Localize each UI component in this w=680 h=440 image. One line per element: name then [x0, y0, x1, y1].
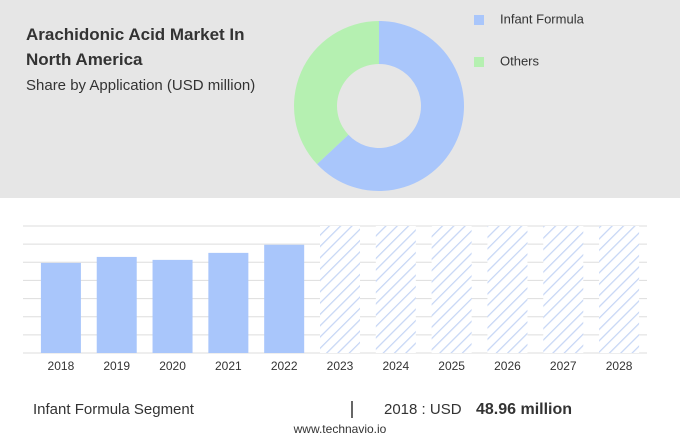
- x-tick-label: 2022: [271, 359, 298, 373]
- bar: [264, 244, 305, 353]
- x-tick-label: 2028: [606, 359, 633, 373]
- legend-label: Others: [500, 53, 540, 68]
- forecast-placeholder: [320, 226, 360, 353]
- x-tick-label: 2024: [382, 359, 409, 373]
- x-tick-label: 2019: [103, 359, 130, 373]
- bar-chart: 2018 2019 2020 2021 2022 2023 2024 2025 2026 2027…: [23, 225, 647, 373]
- source: www.technavio.io: [293, 422, 387, 436]
- subtitle: Share by Application (USD million): [26, 77, 255, 94]
- x-tick-label: 2026: [494, 359, 521, 373]
- x-tick-label: 2027: [550, 359, 577, 373]
- footer-prefix: 2018 : USD: [384, 401, 462, 418]
- forecast-placeholder: [543, 226, 584, 353]
- donut-slice: [294, 21, 379, 165]
- x-tick-label: 2025: [438, 359, 465, 373]
- x-tick-label: 2021: [215, 359, 242, 373]
- chart-title: Arachidonic Acid Market In North America: [26, 25, 245, 69]
- forecast-placeholder: [487, 226, 528, 353]
- forecast-placeholder: [599, 226, 640, 353]
- x-tick-label: 2018: [48, 359, 75, 373]
- forecast-placeholder: [375, 226, 416, 353]
- bar: [40, 262, 81, 353]
- bar: [96, 256, 137, 353]
- legend-swatch: [474, 15, 484, 25]
- x-tick-label: 2020: [159, 359, 186, 373]
- bar: [208, 252, 249, 353]
- footer-value: 48.96 million: [476, 401, 572, 418]
- forecast-placeholder: [431, 226, 472, 353]
- footer-segment: Infant Formula Segment: [33, 401, 195, 418]
- bar: [152, 259, 193, 353]
- x-tick-label: 2023: [327, 359, 354, 373]
- donut-chart: Infant Formula Others: [294, 11, 585, 191]
- donut-slice: [317, 21, 464, 191]
- legend-label: Infant Formula: [500, 11, 585, 26]
- legend-swatch: [474, 57, 484, 67]
